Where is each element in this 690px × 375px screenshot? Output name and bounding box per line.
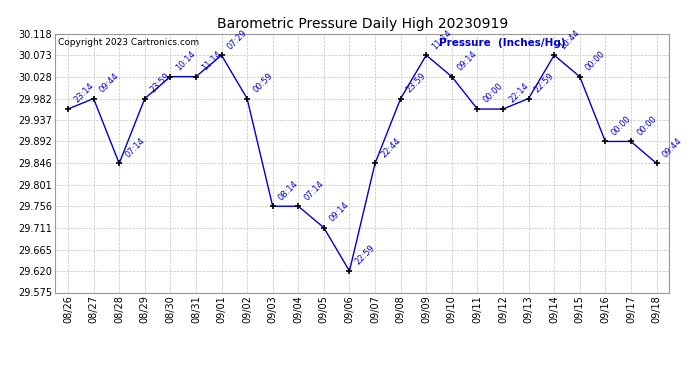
Text: 22:59: 22:59	[353, 244, 377, 267]
Text: 00:59: 00:59	[251, 71, 275, 94]
Text: 23:14: 23:14	[72, 82, 95, 105]
Text: Pressure  (Inches/Hg): Pressure (Inches/Hg)	[439, 38, 566, 48]
Text: 00:00: 00:00	[635, 114, 658, 137]
Text: 11:14: 11:14	[200, 49, 224, 72]
Text: 00:00: 00:00	[584, 49, 607, 72]
Text: 09:14: 09:14	[328, 200, 351, 223]
Text: 09:44: 09:44	[660, 136, 684, 159]
Text: 00:00: 00:00	[482, 82, 504, 105]
Text: 22:14: 22:14	[507, 82, 531, 105]
Text: 10:44: 10:44	[558, 28, 582, 51]
Text: 11:14: 11:14	[431, 28, 453, 51]
Text: 07:14: 07:14	[302, 179, 326, 202]
Text: 09:44: 09:44	[98, 71, 121, 94]
Text: 23:59: 23:59	[149, 71, 172, 94]
Text: 09:14: 09:14	[456, 49, 479, 72]
Text: 00:00: 00:00	[609, 114, 633, 137]
Text: 23:59: 23:59	[405, 71, 428, 94]
Text: 07:14: 07:14	[124, 136, 146, 159]
Text: 22:59: 22:59	[533, 71, 556, 94]
Text: 07:29: 07:29	[226, 28, 249, 51]
Text: 10:14: 10:14	[175, 49, 197, 72]
Text: Copyright 2023 Cartronics.com: Copyright 2023 Cartronics.com	[58, 38, 199, 46]
Text: 08:14: 08:14	[277, 179, 300, 202]
Text: 22:44: 22:44	[380, 136, 402, 159]
Title: Barometric Pressure Daily High 20230919: Barometric Pressure Daily High 20230919	[217, 17, 508, 31]
